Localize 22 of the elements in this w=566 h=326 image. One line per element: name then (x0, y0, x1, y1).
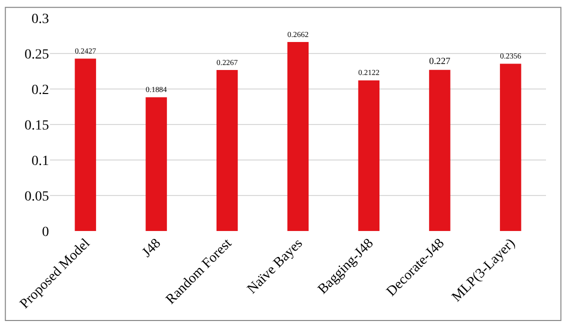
bar (146, 97, 167, 231)
bar (74, 58, 96, 231)
y-tick-label: 0.1 (32, 154, 49, 169)
y-tick-label: 0.2 (32, 82, 49, 98)
y-tick-label: 0.15 (24, 118, 49, 134)
data-label: 0.2267 (216, 58, 238, 67)
y-tick-label: 0.05 (24, 189, 49, 204)
data-label: 0.2662 (287, 30, 309, 39)
data-label: 0.1884 (146, 85, 168, 94)
bar (287, 42, 309, 231)
data-label: 0.227 (429, 57, 451, 68)
x-tick-label: J48 (140, 236, 164, 261)
bar (358, 80, 380, 231)
y-tick-label: 0.25 (24, 47, 49, 62)
y-tick-label: 0.3 (32, 12, 49, 27)
data-label: 0.2356 (500, 52, 522, 61)
bar (500, 64, 522, 231)
y-tick-label: 0 (42, 224, 49, 240)
data-label: 0.2122 (358, 68, 380, 78)
data-label: 0.2427 (74, 46, 96, 56)
bar (216, 70, 238, 231)
bar (429, 70, 450, 231)
